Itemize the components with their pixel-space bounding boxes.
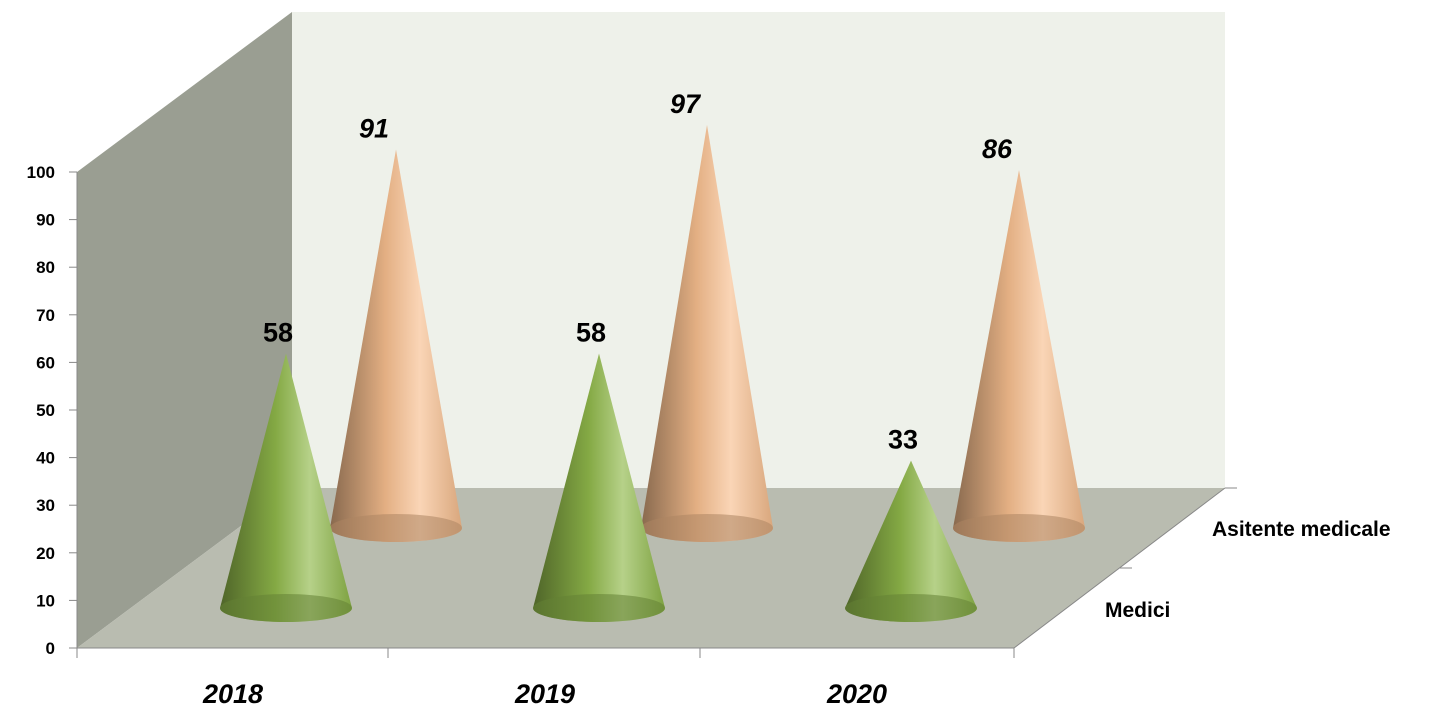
cone-medici	[533, 353, 665, 622]
data-label: 58	[263, 318, 293, 348]
y-tick-label: 40	[36, 449, 55, 468]
cone-asitente-medicale	[330, 149, 462, 542]
cone-asitente-medicale	[641, 124, 773, 542]
y-tick-label: 60	[36, 353, 55, 372]
cone-medici	[845, 460, 977, 622]
cone-asitente-medicale	[953, 169, 1085, 543]
category-label: 2019	[514, 679, 575, 709]
depth-axis-line	[1013, 487, 1226, 649]
series-label: Medici	[1105, 599, 1170, 622]
cone-base	[641, 514, 773, 542]
category-label: 2018	[202, 679, 263, 709]
data-label: 97	[670, 89, 702, 119]
cone-base	[845, 594, 977, 622]
y-tick-label: 100	[27, 163, 55, 182]
y-tick-label: 50	[36, 401, 55, 420]
y-tick-label: 80	[36, 258, 55, 277]
y-tick-label: 90	[36, 211, 55, 230]
category-label: 2020	[826, 679, 887, 709]
side-wall	[77, 12, 292, 648]
series-label: Asitente medicale	[1212, 518, 1391, 541]
y-tick-label: 70	[36, 306, 55, 325]
cone-base	[220, 594, 352, 622]
y-tick-label: 0	[46, 639, 55, 658]
y-tick-label: 10	[36, 591, 55, 610]
data-label: 33	[888, 425, 918, 455]
y-tick-label: 30	[36, 496, 55, 515]
data-label: 86	[982, 134, 1013, 164]
cone-base	[533, 594, 665, 622]
cone-medici	[220, 353, 352, 622]
data-label: 91	[359, 113, 389, 143]
data-label: 58	[576, 318, 606, 348]
cone-base	[953, 514, 1085, 542]
cone-base	[330, 514, 462, 542]
y-tick-label: 20	[36, 544, 55, 563]
